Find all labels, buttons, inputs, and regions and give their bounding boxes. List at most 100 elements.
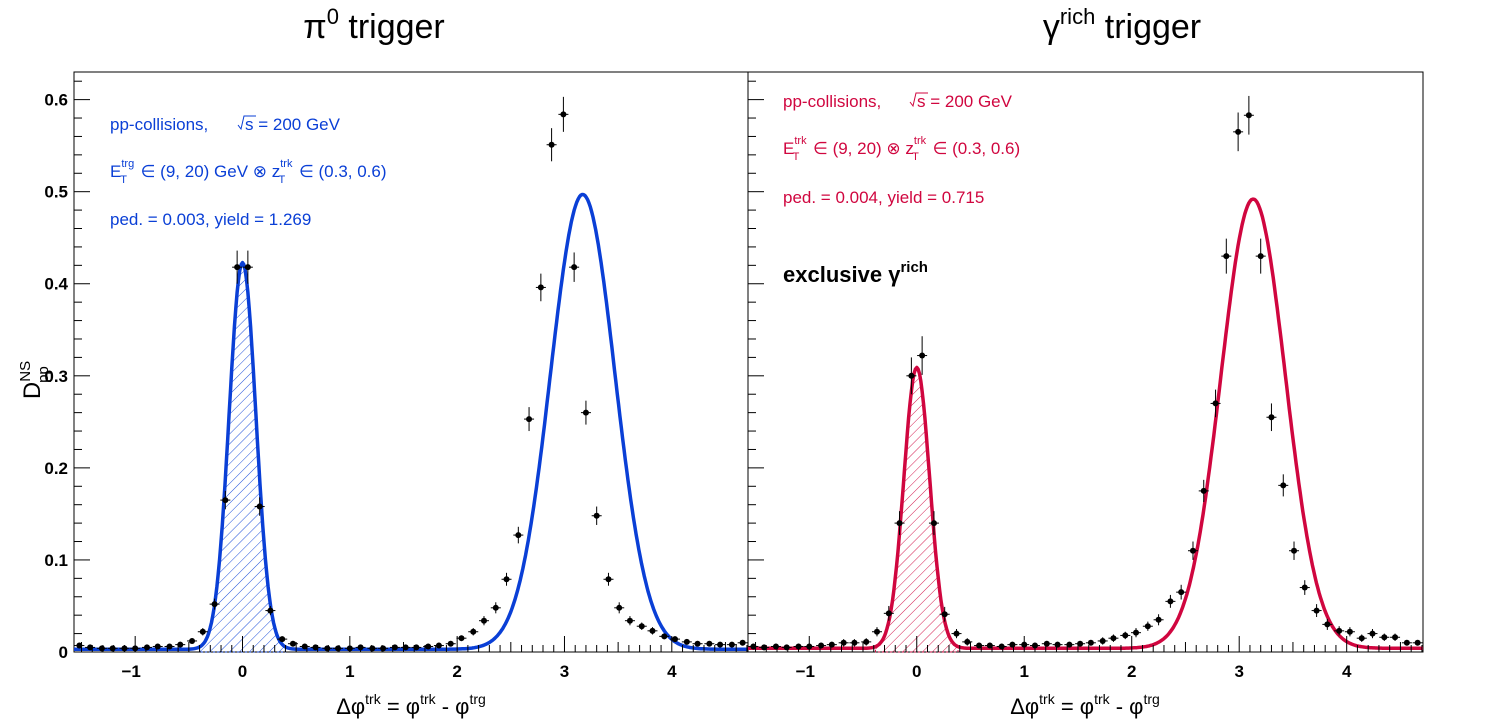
sqrt-sign-icon bbox=[237, 115, 256, 131]
data-point bbox=[1255, 238, 1266, 274]
data-point bbox=[400, 644, 411, 651]
data-point bbox=[906, 357, 917, 395]
data-point bbox=[1278, 474, 1289, 497]
data-marker bbox=[1009, 641, 1016, 648]
data-point bbox=[748, 643, 759, 650]
data-marker bbox=[1178, 589, 1185, 596]
data-point bbox=[74, 642, 85, 649]
data-point bbox=[759, 644, 770, 651]
data-point bbox=[1064, 641, 1075, 648]
data-marker bbox=[1324, 621, 1331, 628]
data-marker bbox=[1122, 632, 1129, 639]
data-point bbox=[85, 644, 96, 651]
data-point bbox=[1187, 541, 1198, 560]
data-marker bbox=[851, 639, 858, 646]
data-marker bbox=[1155, 616, 1162, 623]
data-point bbox=[220, 490, 231, 510]
data-point bbox=[614, 602, 625, 614]
data-point bbox=[1131, 628, 1142, 638]
data-marker bbox=[1235, 128, 1242, 135]
data-point bbox=[558, 96, 569, 132]
data-point bbox=[535, 273, 546, 302]
data-point bbox=[1097, 637, 1108, 645]
data-marker bbox=[413, 644, 420, 651]
data-point bbox=[692, 640, 703, 647]
y-tick-label: 0.6 bbox=[44, 91, 68, 110]
data-point bbox=[242, 250, 253, 284]
data-marker bbox=[1200, 487, 1207, 494]
data-marker bbox=[706, 640, 713, 647]
x-tick-label: 4 bbox=[1342, 662, 1352, 681]
data-marker bbox=[76, 642, 83, 649]
ticks-layer: −1 0 1 2 3 4 0 0.1 0.2 0.3 0.4 0.5 0.6 bbox=[44, 80, 748, 681]
data-point bbox=[1322, 618, 1333, 630]
data-marker bbox=[605, 576, 612, 583]
data-marker bbox=[560, 111, 567, 118]
data-point bbox=[1120, 631, 1131, 640]
data-point bbox=[513, 526, 524, 544]
panel-pi0-trigger: −1 0 1 2 3 4 0 0.1 0.2 0.3 0.4 0.5 0.6 π0 trigger pp… bbox=[44, 4, 749, 681]
data-point bbox=[647, 627, 658, 635]
data-point bbox=[1176, 584, 1187, 600]
data-marker bbox=[626, 617, 633, 624]
kinematic-cuts: Etrg T ∈ (9, 20) GeV ⊗ ztrk T ∈ (0.3, 0.6) bbox=[110, 158, 387, 186]
data-point bbox=[603, 572, 614, 586]
data-point bbox=[445, 640, 456, 647]
data-marker bbox=[301, 643, 308, 650]
x-tick-label: 0 bbox=[238, 662, 247, 681]
data-marker bbox=[1223, 253, 1230, 260]
plot-frame bbox=[747, 71, 1424, 653]
x-tick-label: −1 bbox=[121, 662, 140, 681]
data-marker bbox=[256, 503, 263, 510]
data-point bbox=[737, 639, 748, 646]
sqrt-sign-icon bbox=[909, 92, 928, 108]
data-marker bbox=[919, 352, 926, 359]
data-marker bbox=[402, 644, 409, 651]
data-marker bbox=[941, 611, 948, 618]
data-point bbox=[478, 616, 489, 626]
y-tick-label: 0 bbox=[59, 643, 68, 662]
data-point bbox=[1041, 640, 1052, 647]
data-point bbox=[197, 628, 208, 636]
collision-label: pp-collisions, bbox=[783, 92, 881, 111]
data-marker bbox=[470, 628, 477, 635]
data-point bbox=[861, 638, 872, 646]
data-point bbox=[636, 622, 647, 630]
data-marker bbox=[1087, 639, 1094, 646]
data-marker bbox=[369, 645, 376, 652]
data-point bbox=[1356, 634, 1367, 642]
x-tick-label: 4 bbox=[667, 662, 677, 681]
collision-label: pp-collisions, bbox=[110, 115, 208, 134]
panel-title: γrich trigger bbox=[1043, 4, 1201, 46]
data-marker bbox=[840, 639, 847, 646]
x-tick-label: 3 bbox=[1234, 662, 1243, 681]
y-tick-label: 0.5 bbox=[44, 183, 68, 202]
data-point bbox=[1334, 626, 1345, 636]
data-marker bbox=[1212, 400, 1219, 407]
data-marker bbox=[87, 644, 94, 651]
data-marker bbox=[526, 416, 533, 423]
data-marker bbox=[1043, 640, 1050, 647]
data-marker bbox=[717, 641, 724, 648]
data-marker bbox=[661, 633, 668, 640]
data-marker bbox=[222, 497, 229, 504]
data-marker bbox=[154, 643, 161, 650]
data-marker bbox=[976, 642, 983, 649]
data-marker bbox=[986, 642, 993, 649]
near-side-hatch bbox=[875, 366, 959, 653]
data-marker bbox=[1301, 584, 1308, 591]
data-point bbox=[1311, 604, 1322, 618]
data-point bbox=[232, 250, 243, 284]
data-marker bbox=[244, 264, 251, 271]
x-tick-label: −1 bbox=[796, 662, 815, 681]
data-marker bbox=[177, 641, 184, 648]
data-point bbox=[490, 602, 501, 614]
y-tick-label: 0.1 bbox=[44, 551, 68, 570]
data-point bbox=[1266, 403, 1277, 432]
data-marker bbox=[1245, 112, 1252, 119]
data-marker bbox=[1133, 629, 1140, 636]
data-point bbox=[871, 627, 882, 637]
data-point bbox=[569, 252, 580, 282]
data-marker bbox=[739, 639, 746, 646]
